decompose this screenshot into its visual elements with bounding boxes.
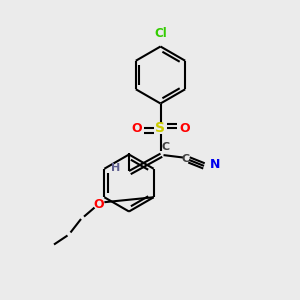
Text: O: O: [179, 122, 190, 135]
Text: C: C: [182, 154, 190, 164]
Text: N: N: [209, 158, 220, 172]
Text: O: O: [131, 122, 142, 135]
Text: O: O: [94, 198, 104, 211]
Text: C: C: [162, 142, 170, 152]
Text: S: S: [155, 122, 166, 135]
Text: H: H: [111, 163, 121, 173]
Text: Cl: Cl: [154, 27, 167, 40]
